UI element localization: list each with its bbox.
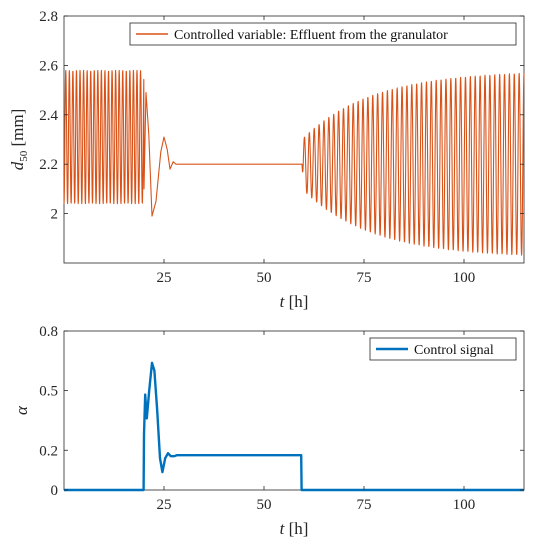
top-legend (129, 22, 517, 46)
top-ytick-label: 2.8 (39, 9, 58, 25)
top-ytick-label: 2.6 (39, 58, 58, 74)
top-xtick-label: 50 (257, 270, 272, 286)
bottom-legend-label: Control signal (414, 343, 494, 358)
bottom-xtick-label: 50 (257, 497, 272, 513)
bottom-ytick-label: 0 (51, 483, 59, 499)
bottom-chart: 25 50 75 100 0 0.2 0.5 0.8 t [h] α Control signal (12, 324, 525, 538)
bottom-xtick-label: 25 (157, 497, 172, 513)
series-line-controlled-variable (63, 69, 525, 256)
top-xtick-label: 100 (453, 270, 476, 286)
bottom-ylabel: α (12, 405, 31, 415)
bottom-ytick-label: 0.5 (39, 384, 58, 400)
top-ytick-label: 2.2 (39, 157, 58, 173)
bottom-legend (369, 337, 517, 361)
bottom-ytick-label: 0.8 (39, 324, 58, 340)
top-ytick-label: 2.4 (39, 108, 58, 124)
series-line-control-signal (64, 361, 524, 492)
bottom-ytick-label: 0.2 (39, 443, 58, 459)
bottom-xlabel: t [h] (280, 519, 309, 538)
top-legend-label: Controlled variable: Effluent from the g… (174, 28, 448, 43)
top-xlabel: t [h] (280, 292, 309, 311)
bottom-xtick-label: 75 (357, 497, 372, 513)
top-chart: 25 50 75 100 2 2.2 2.4 2.6 2.8 t [h] d50 [mm] Contr… (8, 9, 525, 311)
top-xtick-label: 25 (157, 270, 172, 286)
top-ytick-label: 2 (51, 207, 59, 223)
top-ylabel: d50 [mm] (8, 109, 30, 171)
top-xtick-label: 75 (357, 270, 372, 286)
bottom-xtick-label: 100 (453, 497, 476, 513)
